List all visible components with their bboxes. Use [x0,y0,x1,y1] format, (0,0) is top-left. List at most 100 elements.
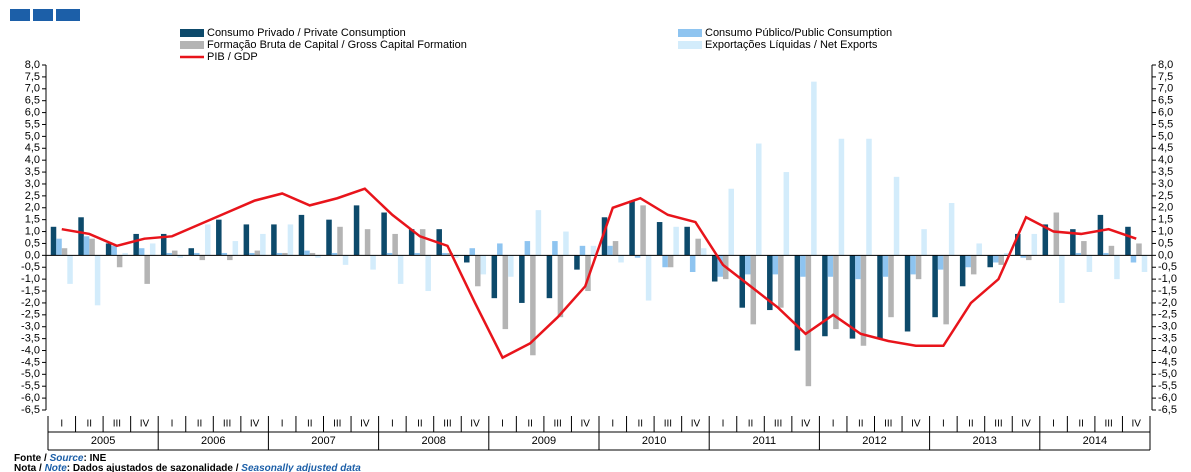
x-tick-label: I [1052,419,1055,430]
bar [287,224,294,256]
x-tick-label: II [197,419,203,430]
y-tick-label: 1,5 [25,214,40,226]
bar [1031,233,1038,256]
bar [1026,255,1032,261]
bar [910,255,916,275]
x-tick-label: I [171,419,174,430]
y2-tick-label: 7,5 [1158,71,1173,83]
bar [915,255,922,280]
bar [557,255,564,318]
bar [838,138,845,256]
bar [1042,224,1049,256]
bar [408,229,415,256]
bar [414,252,420,256]
bar [970,255,977,275]
bar [144,255,150,284]
bar [728,188,734,256]
x-tick-label: III [884,419,892,430]
legend-swatch [180,41,204,49]
y-tick-label: -2,5 [21,309,40,321]
legend-label: PIB / GDP [207,51,258,63]
bar [1081,241,1087,256]
y-tick-label: 1,0 [25,225,40,237]
bar [822,255,828,337]
bar [497,243,503,256]
x-tick-label: II [968,419,974,430]
y2-tick-label: 3,0 [1158,178,1173,190]
bar [800,255,806,277]
y2-tick-label: -4,0 [1158,344,1177,356]
y2-tick-label: -2,0 [1158,297,1177,309]
bar [116,255,123,268]
bar [794,255,801,351]
bar [932,255,938,318]
bar [607,245,613,256]
source-text: : INE [83,453,106,464]
y2-tick-label: -6,0 [1158,392,1177,404]
bar [89,238,95,256]
y2-tick-label: 7,0 [1158,83,1173,95]
y2-tick-label: 6,0 [1158,106,1173,118]
legend-swatch [180,29,204,37]
y-tick-label: 3,0 [25,178,40,190]
bar [904,255,911,332]
bar [227,255,233,261]
bar [546,255,553,299]
bar [767,255,773,311]
bar [105,243,112,256]
y-tick-label: -1,5 [21,285,40,297]
y2-tick-label: 8,0 [1158,59,1173,71]
bar [805,255,812,387]
bar [61,248,68,256]
y-tick-label: 6,0 [25,106,40,118]
bar [502,255,509,330]
bar [998,255,1004,265]
bar [160,233,167,256]
y-tick-label: 2,5 [25,190,40,202]
bar [695,238,701,256]
x-tick-label: III [443,419,451,430]
bar [959,255,966,287]
y2-tick-label: 0,5 [1158,237,1173,249]
bar [590,245,597,256]
bar [833,255,839,330]
bar [94,255,101,306]
bar [1003,252,1010,256]
bar [882,255,889,277]
x-tick-label: I [722,419,725,430]
x-tick-label: III [113,419,121,430]
x-tick-label: I [611,419,614,430]
x-tick-label: I [501,419,504,430]
y-tick-label: 7,5 [25,71,40,83]
y-tick-label: 4,5 [25,142,40,154]
bar [276,252,283,256]
bar [464,255,470,263]
logo-block [56,9,80,21]
y2-tick-label: 5,5 [1158,118,1173,130]
bar [1097,214,1104,256]
bar [656,222,663,256]
bar [216,219,222,256]
bar [849,255,856,339]
bar [739,255,746,308]
legend-label: Exportações Líquidas / Net Exports [705,39,878,51]
year-label: 2007 [311,435,335,447]
bar [386,252,393,256]
bar [194,252,200,256]
bar [254,250,261,256]
note-english: Seasonally adjusted data [241,463,361,472]
bar [166,252,172,256]
x-tick-label: IV [140,419,150,430]
legend-swatch [678,29,702,37]
bar [937,255,944,270]
y2-tick-label: -0,5 [1158,261,1177,273]
y2-tick-label: -3,5 [1158,333,1177,345]
bar [563,231,569,256]
bar [221,252,228,256]
bar [1070,229,1076,256]
x-tick-label: IV [691,419,701,430]
bar [441,252,448,256]
bar [866,138,872,256]
bar [783,172,790,256]
